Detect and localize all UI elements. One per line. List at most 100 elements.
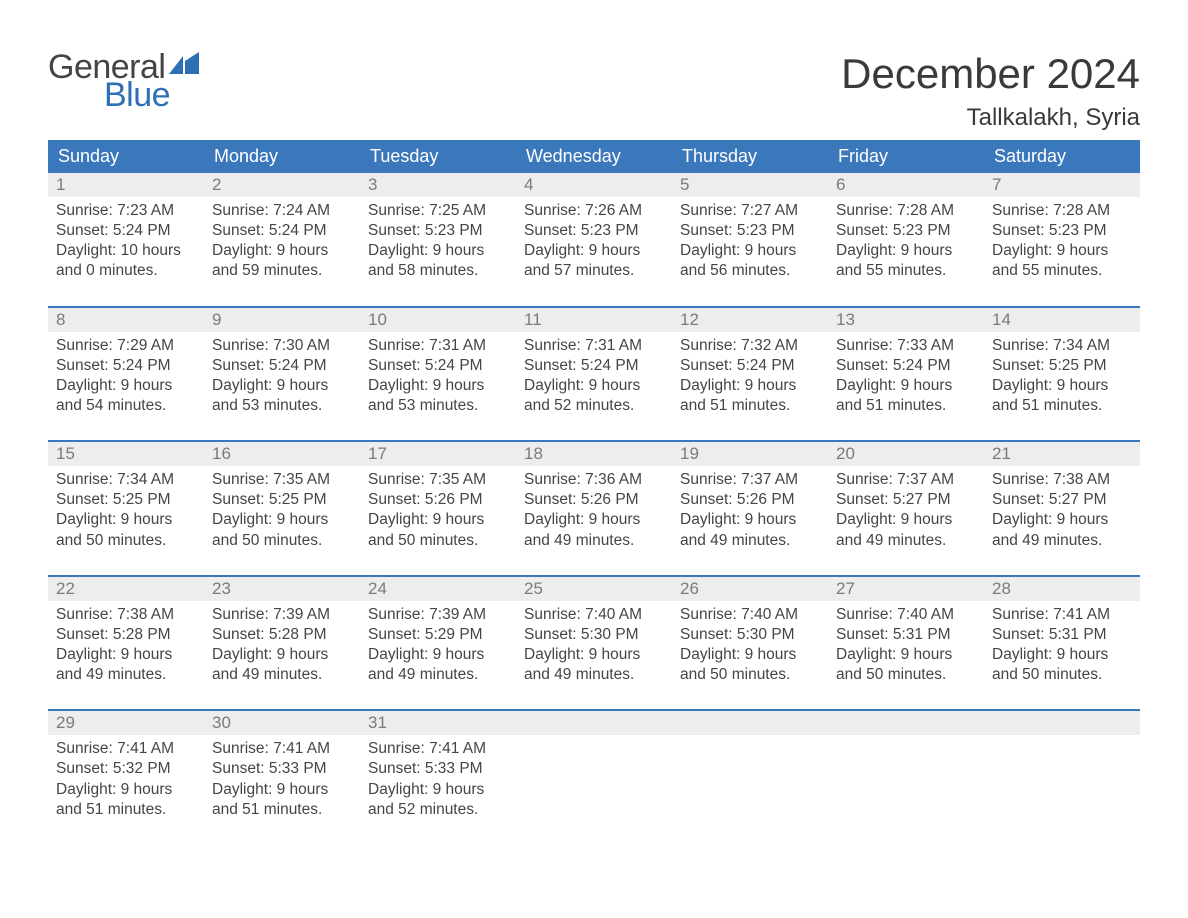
day-number-row: 18 bbox=[516, 442, 672, 466]
cell-body bbox=[984, 735, 1140, 765]
sunset-line: Sunset: 5:23 PM bbox=[992, 221, 1132, 241]
daylight-line-1: Daylight: 9 hours bbox=[212, 780, 352, 800]
cell-body bbox=[516, 735, 672, 765]
sunset-line: Sunset: 5:25 PM bbox=[56, 490, 196, 510]
cell-body: Sunrise: 7:35 AMSunset: 5:26 PMDaylight:… bbox=[360, 466, 516, 557]
cell-body: Sunrise: 7:41 AMSunset: 5:31 PMDaylight:… bbox=[984, 601, 1140, 692]
sunset-line: Sunset: 5:23 PM bbox=[524, 221, 664, 241]
day-number-row: 10 bbox=[360, 308, 516, 332]
sunrise-line: Sunrise: 7:24 AM bbox=[212, 201, 352, 221]
day-number: 11 bbox=[516, 308, 672, 332]
sunrise-line: Sunrise: 7:32 AM bbox=[680, 336, 820, 356]
calendar-cell: 26Sunrise: 7:40 AMSunset: 5:30 PMDayligh… bbox=[672, 577, 828, 692]
sunset-line: Sunset: 5:26 PM bbox=[368, 490, 508, 510]
calendar-cell: 4Sunrise: 7:26 AMSunset: 5:23 PMDaylight… bbox=[516, 173, 672, 288]
sunset-line: Sunset: 5:24 PM bbox=[56, 356, 196, 376]
daylight-line-2: and 50 minutes. bbox=[212, 531, 352, 551]
sunset-line: Sunset: 5:31 PM bbox=[836, 625, 976, 645]
sunrise-line: Sunrise: 7:37 AM bbox=[836, 470, 976, 490]
sunrise-line: Sunrise: 7:35 AM bbox=[368, 470, 508, 490]
cell-body: Sunrise: 7:39 AMSunset: 5:29 PMDaylight:… bbox=[360, 601, 516, 692]
sunrise-line: Sunrise: 7:31 AM bbox=[368, 336, 508, 356]
calendar-cell: 10Sunrise: 7:31 AMSunset: 5:24 PMDayligh… bbox=[360, 308, 516, 423]
logo: General Blue bbox=[48, 50, 199, 112]
day-number-row: 31 bbox=[360, 711, 516, 735]
day-number-row: 30 bbox=[204, 711, 360, 735]
sunrise-line: Sunrise: 7:33 AM bbox=[836, 336, 976, 356]
calendar-cell: 22Sunrise: 7:38 AMSunset: 5:28 PMDayligh… bbox=[48, 577, 204, 692]
daylight-line-2: and 51 minutes. bbox=[680, 396, 820, 416]
sunrise-line: Sunrise: 7:23 AM bbox=[56, 201, 196, 221]
day-header: Friday bbox=[828, 140, 984, 173]
cell-body: Sunrise: 7:37 AMSunset: 5:27 PMDaylight:… bbox=[828, 466, 984, 557]
sunrise-line: Sunrise: 7:35 AM bbox=[212, 470, 352, 490]
week-row: 29Sunrise: 7:41 AMSunset: 5:32 PMDayligh… bbox=[48, 709, 1140, 826]
calendar-cell: 7Sunrise: 7:28 AMSunset: 5:23 PMDaylight… bbox=[984, 173, 1140, 288]
daylight-line-2: and 54 minutes. bbox=[56, 396, 196, 416]
cell-body: Sunrise: 7:37 AMSunset: 5:26 PMDaylight:… bbox=[672, 466, 828, 557]
sunrise-line: Sunrise: 7:38 AM bbox=[992, 470, 1132, 490]
sunset-line: Sunset: 5:27 PM bbox=[836, 490, 976, 510]
sunrise-line: Sunrise: 7:29 AM bbox=[56, 336, 196, 356]
daylight-line-2: and 49 minutes. bbox=[524, 531, 664, 551]
cell-body: Sunrise: 7:41 AMSunset: 5:33 PMDaylight:… bbox=[204, 735, 360, 826]
sunset-line: Sunset: 5:28 PM bbox=[56, 625, 196, 645]
daylight-line-1: Daylight: 9 hours bbox=[836, 376, 976, 396]
day-number-row bbox=[516, 711, 672, 735]
daylight-line-1: Daylight: 9 hours bbox=[992, 241, 1132, 261]
calendar-cell bbox=[984, 711, 1140, 826]
cell-body: Sunrise: 7:36 AMSunset: 5:26 PMDaylight:… bbox=[516, 466, 672, 557]
calendar-cell: 12Sunrise: 7:32 AMSunset: 5:24 PMDayligh… bbox=[672, 308, 828, 423]
day-number: 16 bbox=[204, 442, 360, 466]
daylight-line-2: and 50 minutes. bbox=[368, 531, 508, 551]
day-number-row: 22 bbox=[48, 577, 204, 601]
day-number: 10 bbox=[360, 308, 516, 332]
calendar-cell: 3Sunrise: 7:25 AMSunset: 5:23 PMDaylight… bbox=[360, 173, 516, 288]
daylight-line-2: and 49 minutes. bbox=[524, 665, 664, 685]
daylight-line-1: Daylight: 9 hours bbox=[992, 510, 1132, 530]
sunset-line: Sunset: 5:28 PM bbox=[212, 625, 352, 645]
day-number-row: 13 bbox=[828, 308, 984, 332]
daylight-line-2: and 58 minutes. bbox=[368, 261, 508, 281]
day-number-row: 15 bbox=[48, 442, 204, 466]
daylight-line-1: Daylight: 9 hours bbox=[524, 376, 664, 396]
daylight-line-2: and 51 minutes. bbox=[212, 800, 352, 820]
daylight-line-1: Daylight: 9 hours bbox=[56, 780, 196, 800]
sunset-line: Sunset: 5:33 PM bbox=[212, 759, 352, 779]
sunset-line: Sunset: 5:30 PM bbox=[680, 625, 820, 645]
day-number-row: 4 bbox=[516, 173, 672, 197]
week-row: 15Sunrise: 7:34 AMSunset: 5:25 PMDayligh… bbox=[48, 440, 1140, 557]
cell-body: Sunrise: 7:40 AMSunset: 5:31 PMDaylight:… bbox=[828, 601, 984, 692]
sunrise-line: Sunrise: 7:40 AM bbox=[680, 605, 820, 625]
sunrise-line: Sunrise: 7:37 AM bbox=[680, 470, 820, 490]
day-number-row: 16 bbox=[204, 442, 360, 466]
daylight-line-2: and 0 minutes. bbox=[56, 261, 196, 281]
cell-body: Sunrise: 7:32 AMSunset: 5:24 PMDaylight:… bbox=[672, 332, 828, 423]
cell-body bbox=[672, 735, 828, 765]
cell-body: Sunrise: 7:28 AMSunset: 5:23 PMDaylight:… bbox=[984, 197, 1140, 288]
day-number bbox=[828, 711, 984, 735]
sunset-line: Sunset: 5:31 PM bbox=[992, 625, 1132, 645]
calendar-cell: 14Sunrise: 7:34 AMSunset: 5:25 PMDayligh… bbox=[984, 308, 1140, 423]
day-number: 9 bbox=[204, 308, 360, 332]
day-number: 15 bbox=[48, 442, 204, 466]
daylight-line-2: and 51 minutes. bbox=[836, 396, 976, 416]
day-number: 22 bbox=[48, 577, 204, 601]
daylight-line-2: and 51 minutes. bbox=[992, 396, 1132, 416]
cell-body: Sunrise: 7:41 AMSunset: 5:33 PMDaylight:… bbox=[360, 735, 516, 826]
daylight-line-1: Daylight: 9 hours bbox=[212, 241, 352, 261]
daylight-line-1: Daylight: 9 hours bbox=[368, 376, 508, 396]
cell-body: Sunrise: 7:38 AMSunset: 5:28 PMDaylight:… bbox=[48, 601, 204, 692]
daylight-line-2: and 49 minutes. bbox=[836, 531, 976, 551]
day-number-row: 8 bbox=[48, 308, 204, 332]
day-header: Tuesday bbox=[360, 140, 516, 173]
day-number-row: 9 bbox=[204, 308, 360, 332]
day-number: 7 bbox=[984, 173, 1140, 197]
daylight-line-1: Daylight: 9 hours bbox=[836, 510, 976, 530]
day-number: 3 bbox=[360, 173, 516, 197]
day-number-row: 3 bbox=[360, 173, 516, 197]
sunrise-line: Sunrise: 7:26 AM bbox=[524, 201, 664, 221]
daylight-line-1: Daylight: 9 hours bbox=[56, 510, 196, 530]
sunrise-line: Sunrise: 7:41 AM bbox=[368, 739, 508, 759]
sunrise-line: Sunrise: 7:34 AM bbox=[992, 336, 1132, 356]
